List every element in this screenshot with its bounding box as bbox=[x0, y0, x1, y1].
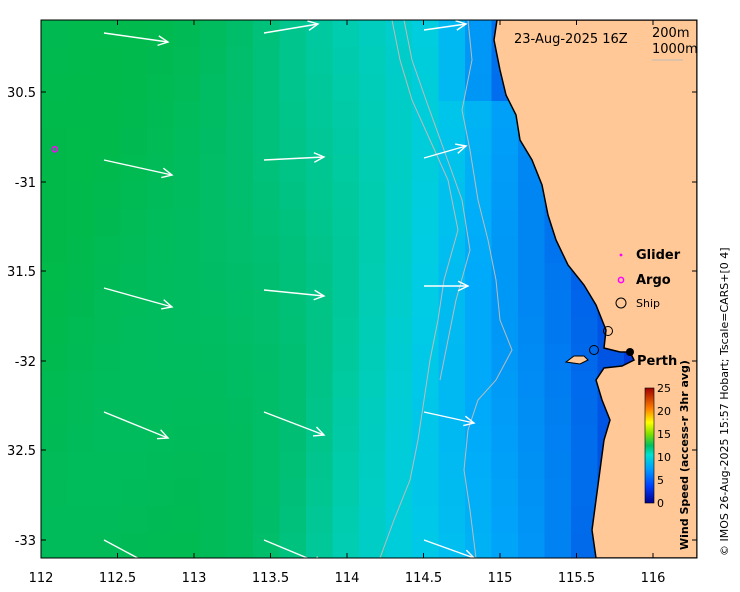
wind-arrow bbox=[103, 411, 170, 440]
colorbar-tick: 20 bbox=[657, 405, 671, 418]
colorbar-tick: 0 bbox=[657, 497, 664, 510]
wind-arrow bbox=[103, 32, 170, 47]
plot-area bbox=[41, 20, 697, 558]
x-tick-label: 115.5 bbox=[558, 571, 595, 586]
y-tick-label: -33 bbox=[15, 534, 36, 549]
colorbar-tick: 25 bbox=[657, 382, 671, 395]
map-title: 23-Aug-2025 16Z bbox=[514, 32, 628, 47]
wind-arrow bbox=[424, 280, 470, 292]
ship-legend-marker bbox=[615, 297, 627, 309]
y-axis-labels: 30.5 -31 31.5 -32 32.5 -33 bbox=[7, 86, 36, 549]
wind-arrow bbox=[423, 411, 476, 427]
x-tick-label: 116 bbox=[641, 571, 666, 586]
contour-200m bbox=[461, 20, 513, 558]
argo-marker bbox=[51, 145, 59, 153]
perth-marker: Perth bbox=[589, 326, 677, 369]
axis-ticks bbox=[40, 20, 697, 558]
glider-legend-label: Glider bbox=[636, 248, 681, 263]
colorbar: 25 20 15 10 5 0 Wind Speed (access-r 3hr… bbox=[644, 360, 691, 550]
contour-label-200m: 200m bbox=[652, 26, 689, 41]
colorbar-tick: 15 bbox=[657, 428, 671, 441]
x-tick-label: 112 bbox=[29, 571, 54, 586]
x-tick-label: 115 bbox=[488, 571, 513, 586]
ship-marker bbox=[603, 326, 613, 336]
wind-arrows bbox=[103, 20, 476, 558]
x-tick-label: 114 bbox=[335, 571, 360, 586]
argo-legend-marker bbox=[617, 276, 625, 284]
colorbar-label: Wind Speed (access-r 3hr avg) bbox=[678, 360, 691, 550]
ship-legend-label: Ship bbox=[636, 297, 660, 310]
ship-marker bbox=[589, 345, 599, 355]
perth-label: Perth bbox=[637, 354, 677, 369]
wind-arrow bbox=[423, 143, 468, 159]
glider-legend-marker bbox=[619, 253, 623, 257]
x-axis-labels: 112 112.5 113 113.5 114 114.5 115 115.5 … bbox=[29, 571, 666, 586]
wind-arrow bbox=[103, 159, 174, 179]
wind-arrow bbox=[263, 152, 326, 163]
colorbar-gradient bbox=[644, 387, 655, 504]
wind-arrow bbox=[423, 20, 468, 31]
rottnest-island bbox=[564, 355, 589, 365]
wind-arrow bbox=[263, 539, 319, 558]
x-tick-label: 112.5 bbox=[99, 571, 136, 586]
x-tick-label: 114.5 bbox=[405, 571, 442, 586]
wind-arrow bbox=[423, 539, 475, 558]
argo-legend-label: Argo bbox=[636, 273, 671, 288]
perth-dot bbox=[626, 348, 634, 356]
colorbar-tick: 5 bbox=[657, 474, 664, 487]
y-tick-label: 32.5 bbox=[7, 444, 36, 459]
x-tick-label: 113.5 bbox=[252, 571, 289, 586]
credit-text: © IMOS 26-Aug-2025 15:57 Hobart; Tscale=… bbox=[718, 247, 731, 556]
x-tick-label: 113 bbox=[182, 571, 207, 586]
plot-frame bbox=[40, 19, 698, 559]
y-tick-label: -32 bbox=[15, 355, 36, 370]
y-tick-label: 30.5 bbox=[7, 86, 36, 101]
contour-label-1000m: 1000m bbox=[652, 42, 698, 57]
y-tick-label: -31 bbox=[15, 176, 36, 191]
colorbar-tick: 10 bbox=[657, 451, 671, 464]
wind-arrow bbox=[103, 539, 140, 558]
y-tick-label: 31.5 bbox=[7, 265, 36, 280]
symbol-legend: Glider Argo Ship bbox=[615, 248, 681, 310]
wind-arrow bbox=[103, 287, 174, 310]
wind-arrow bbox=[263, 20, 320, 34]
contour-1000m bbox=[379, 20, 471, 558]
wind-arrow bbox=[263, 411, 326, 437]
wind-arrow bbox=[263, 289, 326, 301]
